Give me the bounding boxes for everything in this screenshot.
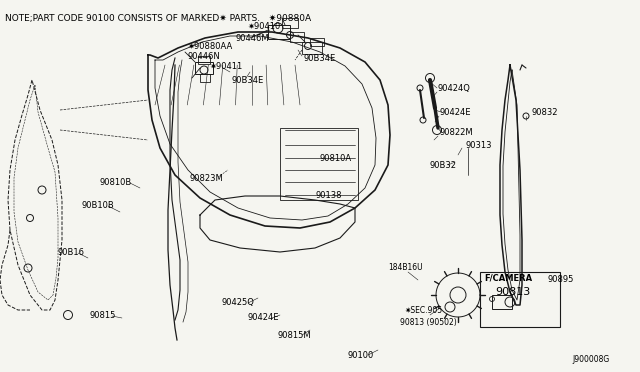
Bar [280, 128, 358, 200]
Text: NOTE;PART CODE 90100 CONSISTS OF MARKED✷ PARTS.   ✷90880A: NOTE;PART CODE 90100 CONSISTS OF MARKED✷… [5, 14, 311, 23]
Text: 90100: 90100 [348, 352, 374, 360]
Text: 90424Q: 90424Q [438, 83, 471, 93]
Text: 90425Q: 90425Q [222, 298, 255, 307]
Text: 90895: 90895 [548, 276, 574, 285]
Text: F/CAMERA: F/CAMERA [484, 273, 532, 282]
Bar [310, 38, 324, 46]
Text: 90810B: 90810B [100, 177, 132, 186]
Text: 90815: 90815 [90, 311, 116, 320]
Text: 90138: 90138 [315, 190, 342, 199]
Text: 90424E: 90424E [440, 108, 472, 116]
Bar [492, 295, 512, 309]
Bar [282, 18, 298, 28]
Text: ✷90410: ✷90410 [248, 22, 281, 31]
Bar [198, 56, 210, 64]
Text: 90313: 90313 [465, 141, 492, 150]
Text: 90810A: 90810A [320, 154, 352, 163]
Text: 90813 (90502): 90813 (90502) [400, 317, 457, 327]
Bar [200, 74, 210, 82]
Text: ✷90880AA: ✷90880AA [188, 42, 233, 51]
Bar [290, 32, 304, 42]
Bar [195, 62, 213, 74]
Text: 90B10B: 90B10B [82, 201, 115, 209]
Text: 90B34E: 90B34E [303, 54, 335, 62]
Text: 90424E: 90424E [248, 314, 280, 323]
Text: 90813: 90813 [495, 287, 531, 297]
Text: 90446M: 90446M [235, 33, 269, 42]
Text: 90822M: 90822M [440, 128, 474, 137]
Text: 90815M: 90815M [278, 331, 312, 340]
Bar [302, 42, 322, 54]
Text: J900008G: J900008G [573, 356, 610, 365]
Text: 90446N: 90446N [188, 51, 221, 61]
Text: 90B32: 90B32 [430, 160, 457, 170]
Text: 184B16U: 184B16U [388, 263, 422, 273]
Text: 90832: 90832 [532, 108, 559, 116]
Text: 90B34E: 90B34E [232, 76, 264, 84]
Text: ✷SEC.905: ✷SEC.905 [405, 305, 443, 314]
Text: 90B16: 90B16 [58, 247, 85, 257]
Text: 90823M: 90823M [190, 173, 224, 183]
Text: ✷90411: ✷90411 [210, 61, 243, 71]
Bar [268, 25, 290, 39]
Bar [480, 272, 560, 327]
